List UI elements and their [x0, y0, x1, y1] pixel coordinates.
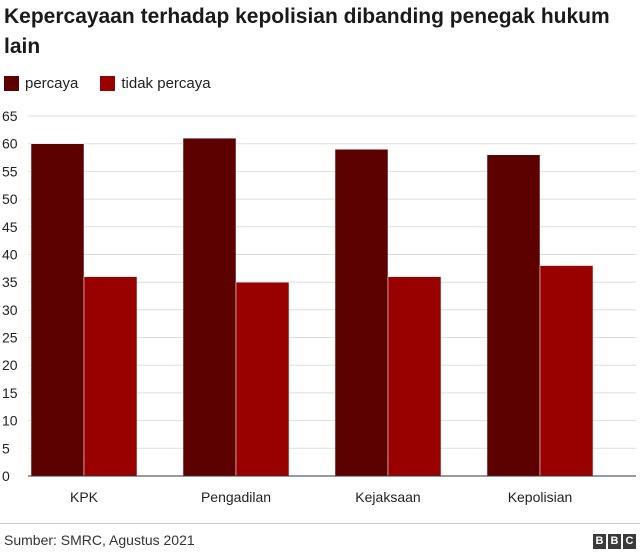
- y-tick-label: 15: [2, 385, 18, 401]
- chart-title: Kepercayaan terhadap kepolisian dibandin…: [4, 5, 610, 58]
- y-tick-label: 60: [2, 136, 18, 152]
- y-tick-label: 20: [2, 357, 18, 373]
- bar-tidak-percaya-kejaksaan: [387, 276, 442, 477]
- y-tick-label: 0: [2, 468, 10, 484]
- bar-tidak-percaya-pengadilan: [235, 281, 290, 477]
- legend: percaya tidak percaya: [4, 72, 233, 94]
- legend-swatch-percaya: [4, 75, 19, 91]
- y-tick-label: 65: [2, 108, 18, 124]
- legend-swatch-tidak-percaya: [100, 75, 116, 91]
- y-tick-label: 10: [2, 413, 18, 429]
- y-tick-label: 5: [2, 440, 10, 456]
- y-tick-label: 40: [2, 246, 18, 262]
- footer-divider: [0, 523, 640, 524]
- bbc-logo-letter: C: [623, 534, 636, 549]
- bar-percaya-kejaksaan: [334, 148, 389, 477]
- y-tick-label: 45: [2, 219, 18, 235]
- bbc-logo-letter: B: [608, 534, 621, 549]
- bar-percaya-pengadilan: [182, 137, 237, 477]
- y-tick-label: 55: [2, 163, 18, 179]
- x-tick-label: KPK: [70, 489, 99, 505]
- y-tick-label: 30: [2, 302, 18, 318]
- y-tick-label: 35: [2, 274, 18, 290]
- legend-item-tidak-percaya: tidak percaya: [100, 74, 211, 92]
- bar-percaya-kepolisian: [486, 154, 541, 477]
- x-tick-label: Pengadilan: [201, 489, 271, 505]
- x-tick-label: Kejaksaan: [355, 489, 420, 505]
- source-note: Sumber: SMRC, Agustus 2021: [4, 532, 195, 548]
- x-tick-label: Kepolisian: [508, 489, 573, 505]
- bbc-logo: B B C: [593, 534, 636, 549]
- bar-chart: 0 5 10 15 20 25 30 35 40 45 50 55 60 65 KPK Pengadilan K…: [2, 108, 636, 505]
- legend-item-percaya: percaya: [4, 75, 78, 92]
- bar-tidak-percaya-kpk: [83, 276, 138, 477]
- bbc-logo-letter: B: [593, 534, 606, 549]
- legend-label-percaya: percaya: [25, 74, 79, 92]
- legend-label-tidak-percaya: tidak percaya: [121, 74, 211, 92]
- bar-percaya-kpk: [30, 143, 85, 477]
- y-tick-label: 25: [2, 330, 18, 346]
- bar-tidak-percaya-kepolisian: [539, 265, 594, 477]
- y-tick-label: 50: [2, 191, 18, 207]
